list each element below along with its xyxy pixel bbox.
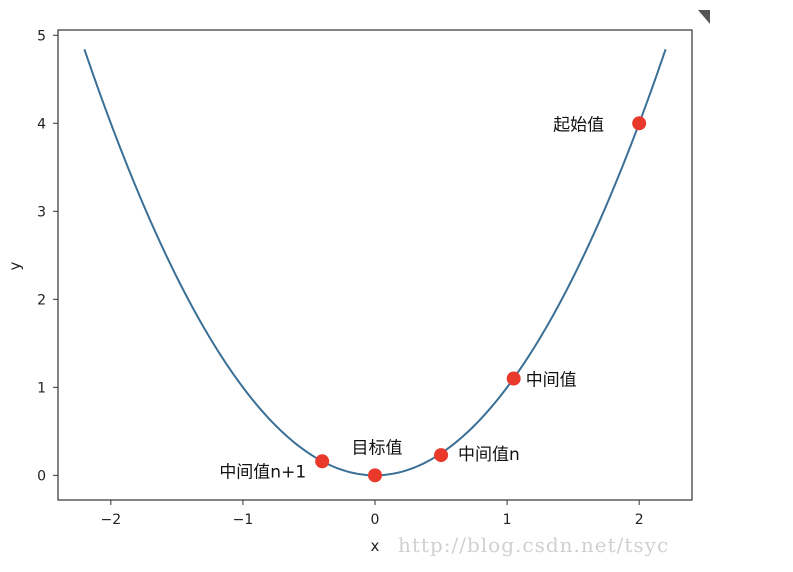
point-label: 中间值 [526, 371, 577, 391]
y-tick-label: 2 [37, 292, 46, 308]
y-tick-label: 0 [37, 468, 46, 484]
x-tick-label: 0 [371, 512, 380, 528]
y-axis-label: y [6, 261, 24, 270]
x-tick-label: 2 [635, 512, 644, 528]
data-points [315, 116, 647, 483]
corner-artifact [698, 10, 710, 24]
point-label: 目标值 [352, 438, 403, 458]
parabola-curve [83, 49, 667, 477]
x-tick-label: −1 [233, 512, 254, 528]
point-label: 中间值n+1 [219, 462, 306, 482]
watermark: http://blog.csdn.net/tsyc [398, 533, 669, 557]
y-tick-label: 1 [37, 380, 46, 396]
y-tick-label: 5 [37, 28, 46, 44]
data-point [506, 371, 521, 386]
point-label: 起始值 [553, 115, 604, 135]
data-point [315, 454, 330, 469]
point-label: 中间值n [458, 445, 520, 465]
data-point [632, 116, 647, 131]
y-tick-label: 4 [37, 116, 46, 132]
x-axis-label: x [371, 537, 380, 555]
data-point [368, 468, 382, 483]
y-axis-ticks: 0 1 2 3 4 5 [37, 28, 58, 484]
data-point [434, 448, 449, 463]
y-tick-label: 3 [37, 204, 46, 220]
x-axis-ticks: −2 −1 0 1 2 [101, 500, 644, 528]
x-tick-label: 1 [503, 512, 512, 528]
plot-frame [57, 29, 693, 501]
x-tick-label: −2 [101, 512, 122, 528]
